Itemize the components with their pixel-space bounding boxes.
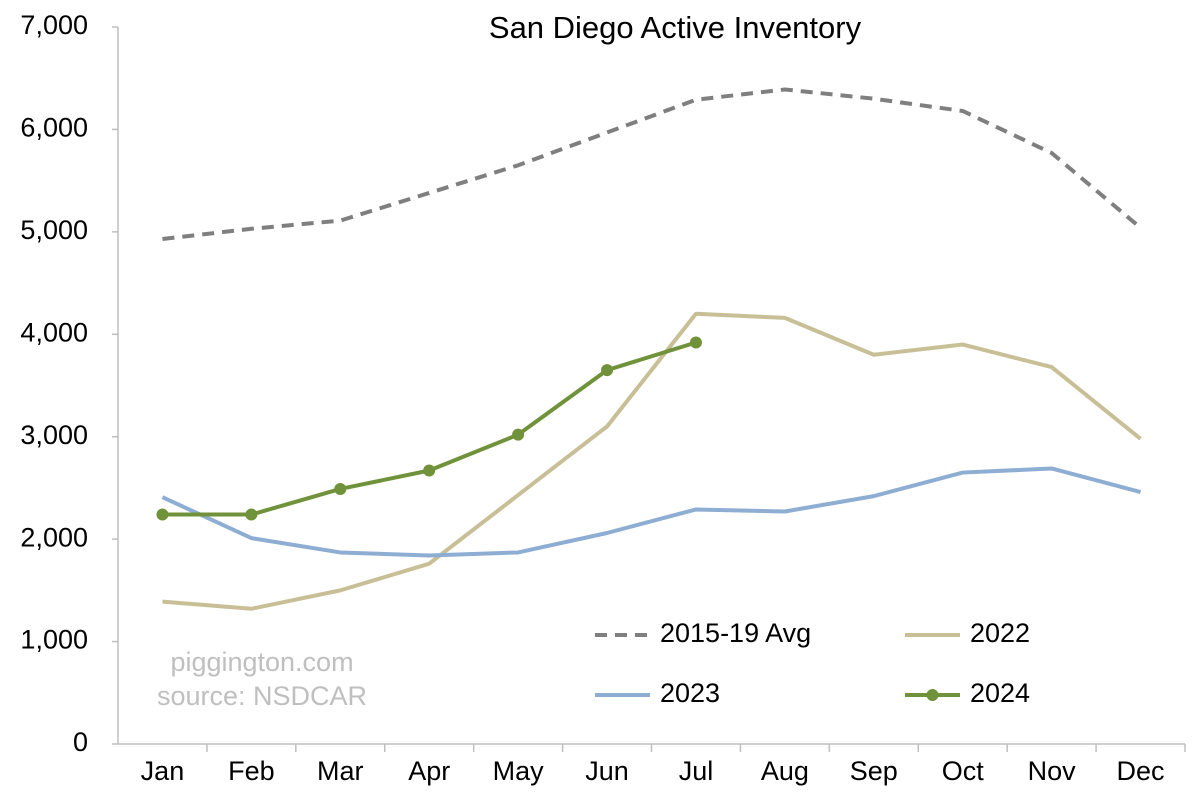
- y-tick-label: 3,000: [20, 420, 88, 450]
- point: [601, 364, 614, 377]
- point: [334, 482, 347, 495]
- x-tick-label: Jan: [141, 756, 185, 786]
- legend-marker: [926, 689, 939, 701]
- annotation: source: NSDCAR: [157, 681, 367, 711]
- x-tick-label: Jun: [585, 756, 629, 786]
- y-tick-label: 2,000: [20, 522, 88, 552]
- y-tick-label: 7,000: [20, 10, 88, 40]
- series-line: [162, 340, 697, 517]
- y-tick-label: 5,000: [20, 215, 88, 245]
- point: [156, 508, 169, 521]
- point: [689, 336, 702, 349]
- x-tick-label: Sep: [850, 756, 898, 786]
- legend-label: 2022: [970, 618, 1030, 648]
- annotation: piggington.com: [170, 647, 353, 677]
- x-tick-label: Apr: [408, 756, 450, 786]
- x-tick-label: Feb: [228, 756, 275, 786]
- x-tick-label: Nov: [1028, 756, 1077, 786]
- x-tick-label: Oct: [942, 756, 985, 786]
- point: [423, 464, 436, 477]
- legend-label: 2015-19 Avg: [660, 618, 811, 648]
- x-tick-label: Jul: [679, 756, 714, 786]
- series-line: [162, 87, 1142, 242]
- point: [245, 508, 258, 521]
- point: [512, 428, 525, 441]
- y-tick-label: 0: [73, 727, 88, 757]
- series-line: [162, 311, 1142, 611]
- x-tick-label: Mar: [317, 756, 364, 786]
- legend-label: 2024: [970, 678, 1030, 708]
- y-tick-label: 1,000: [20, 625, 88, 655]
- x-tick-label: Aug: [761, 756, 809, 786]
- y-tick-label: 4,000: [20, 317, 88, 347]
- y-tick-label: 6,000: [20, 113, 88, 143]
- x-tick-label: Dec: [1117, 756, 1165, 786]
- chart-title: San Diego Active Inventory: [489, 10, 862, 45]
- legend-label: 2023: [660, 678, 720, 708]
- x-tick-label: May: [493, 756, 545, 786]
- series-line: [161, 466, 1142, 558]
